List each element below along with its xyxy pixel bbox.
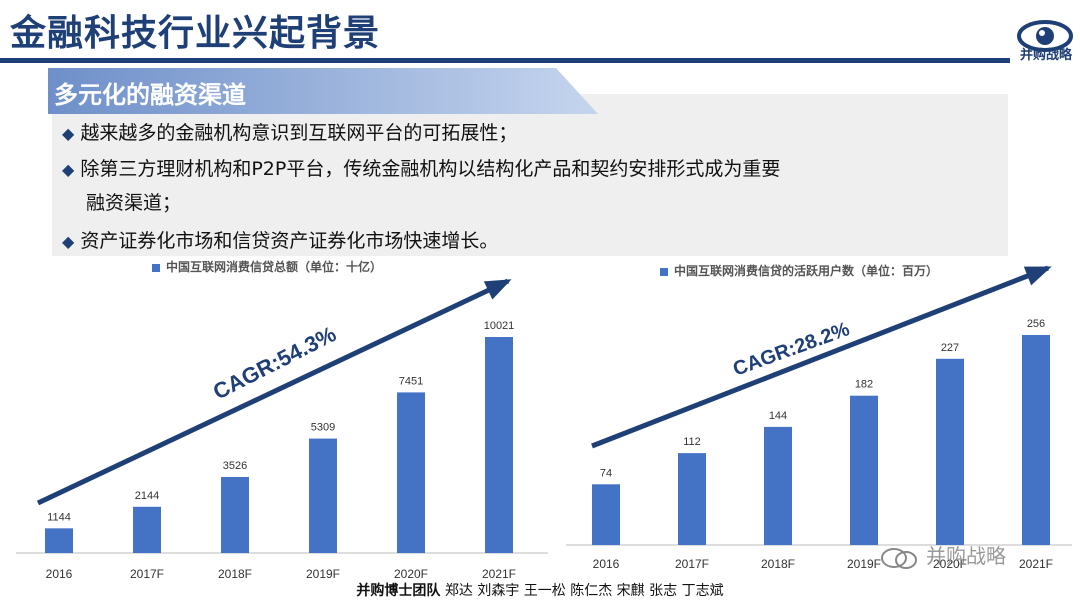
trend-arrow-head-icon — [1023, 266, 1052, 286]
diamond-bullet-icon: ◆ — [62, 232, 75, 251]
footer-credits: 并购博士团队 郑达 刘森宇 王一松 陈仁杰 宋麒 张志 丁志斌 — [356, 583, 724, 599]
chart1-legend: 中国互联网消费信贷总额（单位：十亿） — [152, 258, 382, 275]
x-tick-label: 2017F — [675, 557, 709, 571]
data-label: 256 — [1027, 318, 1045, 330]
title-underline — [0, 58, 1010, 63]
bullet-item: ◆ 资产证券化市场和信贷资产证券化市场快速增长。 — [62, 230, 499, 252]
data-label: 74 — [600, 467, 612, 479]
section-header: 多元化的融资渠道 — [48, 68, 598, 114]
chart-bar — [1022, 335, 1050, 545]
diamond-bullet-icon: ◆ — [62, 124, 75, 143]
x-tick-label: 2017F — [130, 567, 164, 581]
chart-bar — [592, 484, 620, 545]
data-label: 1144 — [47, 511, 71, 523]
data-label: 10021 — [484, 320, 515, 332]
chart-bar — [133, 506, 161, 553]
data-label: 7451 — [399, 375, 423, 387]
bullet-item: ◆ 越来越多的金融机构意识到互联网平台的可拓展性； — [62, 122, 518, 144]
legend-swatch — [660, 267, 668, 276]
x-tick-label: 2018F — [761, 557, 795, 571]
diamond-bullet-icon: ◆ — [62, 160, 75, 179]
bullet-item: ◆ 除第三方理财机构和P2P平台，传统金融机构以结构化产品和契约安排形式成为重要 — [62, 158, 781, 180]
data-label: 227 — [941, 342, 959, 354]
x-tick-label: 2020F — [933, 557, 967, 571]
chart-bar — [850, 395, 878, 545]
chart-bar — [485, 337, 513, 553]
trend-arrow-line — [36, 278, 510, 506]
chart-bar — [936, 358, 964, 545]
x-tick-label: 2019F — [847, 557, 881, 571]
page-title: 金融科技行业兴起背景 — [10, 13, 381, 54]
x-tick-label: 2016 — [46, 567, 73, 581]
chart-bar — [45, 528, 73, 553]
content-panel — [52, 94, 1008, 256]
chart-bar — [309, 438, 337, 553]
data-label: 5309 — [311, 422, 335, 434]
x-tick-label: 2019F — [306, 567, 340, 581]
bullet-continuation: 融资渠道； — [86, 192, 182, 214]
eye-logo-icon — [1017, 20, 1073, 52]
x-tick-label: 2018F — [218, 567, 252, 581]
logo-text: 并购战略 — [1019, 48, 1072, 63]
chart-bar — [397, 392, 425, 553]
chart-total-credit: CAGR:54.3%1144201621442017F35262018F5309… — [16, 278, 548, 581]
chart-bar — [678, 453, 706, 545]
data-label: 3526 — [223, 460, 247, 472]
data-label: 112 — [683, 436, 701, 448]
x-tick-label: 2021F — [482, 567, 516, 581]
chart-bar — [221, 476, 249, 553]
x-tick-label: 2020F — [394, 567, 428, 581]
trend-arrow-line — [591, 265, 1049, 449]
data-label: 144 — [769, 410, 787, 422]
chart-bar — [764, 426, 792, 545]
x-tick-label: 2016 — [593, 557, 620, 571]
watermark-text: 并购战略 — [926, 544, 1006, 568]
data-label: 2144 — [135, 490, 159, 502]
data-label: 182 — [855, 379, 873, 391]
trend-arrow-head-icon — [483, 279, 512, 300]
wechat-icon — [881, 548, 917, 569]
x-tick-label: 2021F — [1019, 557, 1053, 571]
chart2-legend: 中国互联网消费信贷的活跃用户数（单位：百万） — [660, 262, 938, 279]
legend-swatch — [152, 263, 160, 272]
section-title: 多元化的融资渠道 — [54, 81, 246, 109]
